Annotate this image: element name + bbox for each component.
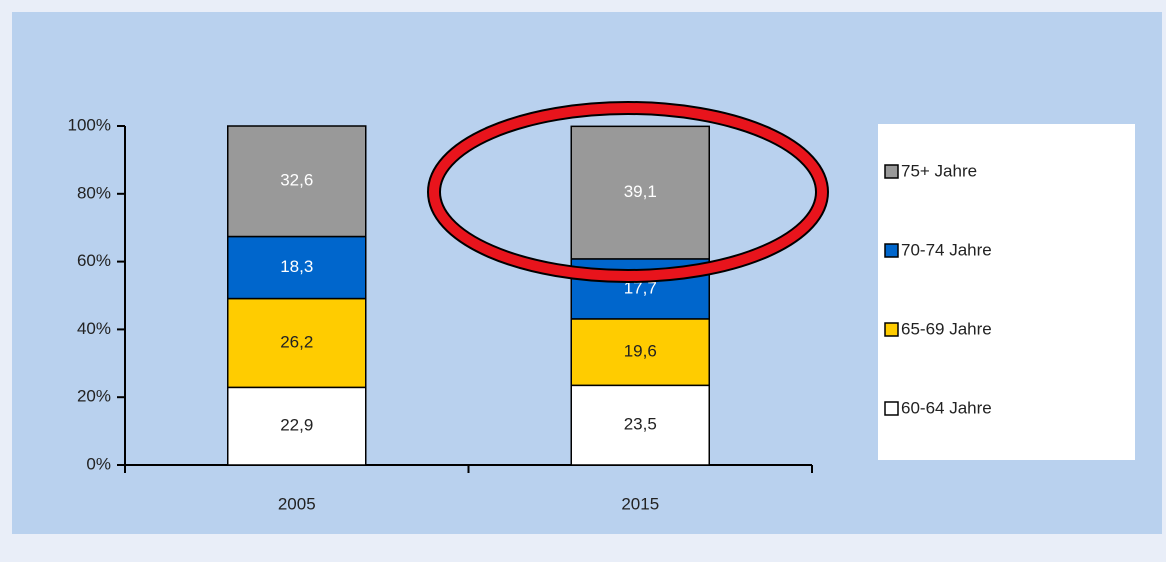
value-label: 19,6 <box>624 342 657 361</box>
bar-segment <box>570 318 710 387</box>
legend-swatch <box>884 322 899 337</box>
value-label: 23,5 <box>624 415 657 434</box>
y-tick-label: 40% <box>77 319 111 338</box>
legend-label: 65-69 Jahre <box>901 319 992 338</box>
bar-segment <box>227 297 367 389</box>
value-label: 32,6 <box>280 171 313 190</box>
value-label: 39,1 <box>624 182 657 201</box>
legend-label: 75+ Jahre <box>901 161 977 180</box>
legend-label: 70-74 Jahre <box>901 240 992 259</box>
y-tick-label: 0% <box>86 454 111 473</box>
value-label: 18,3 <box>280 257 313 276</box>
bar-segment <box>570 125 710 260</box>
bar-segment <box>570 384 710 466</box>
legend-box <box>878 124 1135 460</box>
y-tick-label: 80% <box>77 183 111 202</box>
y-tick-label: 60% <box>77 251 111 270</box>
legend-label: 60-64 Jahre <box>901 398 992 417</box>
value-label: 17,7 <box>624 278 657 297</box>
bar-segment <box>227 125 367 238</box>
bar-segment <box>227 235 367 300</box>
value-label: 22,9 <box>280 416 313 435</box>
highlight-ring <box>429 103 827 281</box>
x-tick-label: 2005 <box>278 494 316 513</box>
bar-segment <box>227 386 367 466</box>
legend-swatch <box>884 401 899 416</box>
y-tick-label: 20% <box>77 387 111 406</box>
legend-swatch <box>884 243 899 258</box>
legend-swatch <box>884 164 899 179</box>
value-label: 26,2 <box>280 332 313 351</box>
x-tick-label: 2015 <box>621 494 659 513</box>
y-tick-label: 100% <box>68 115 111 134</box>
